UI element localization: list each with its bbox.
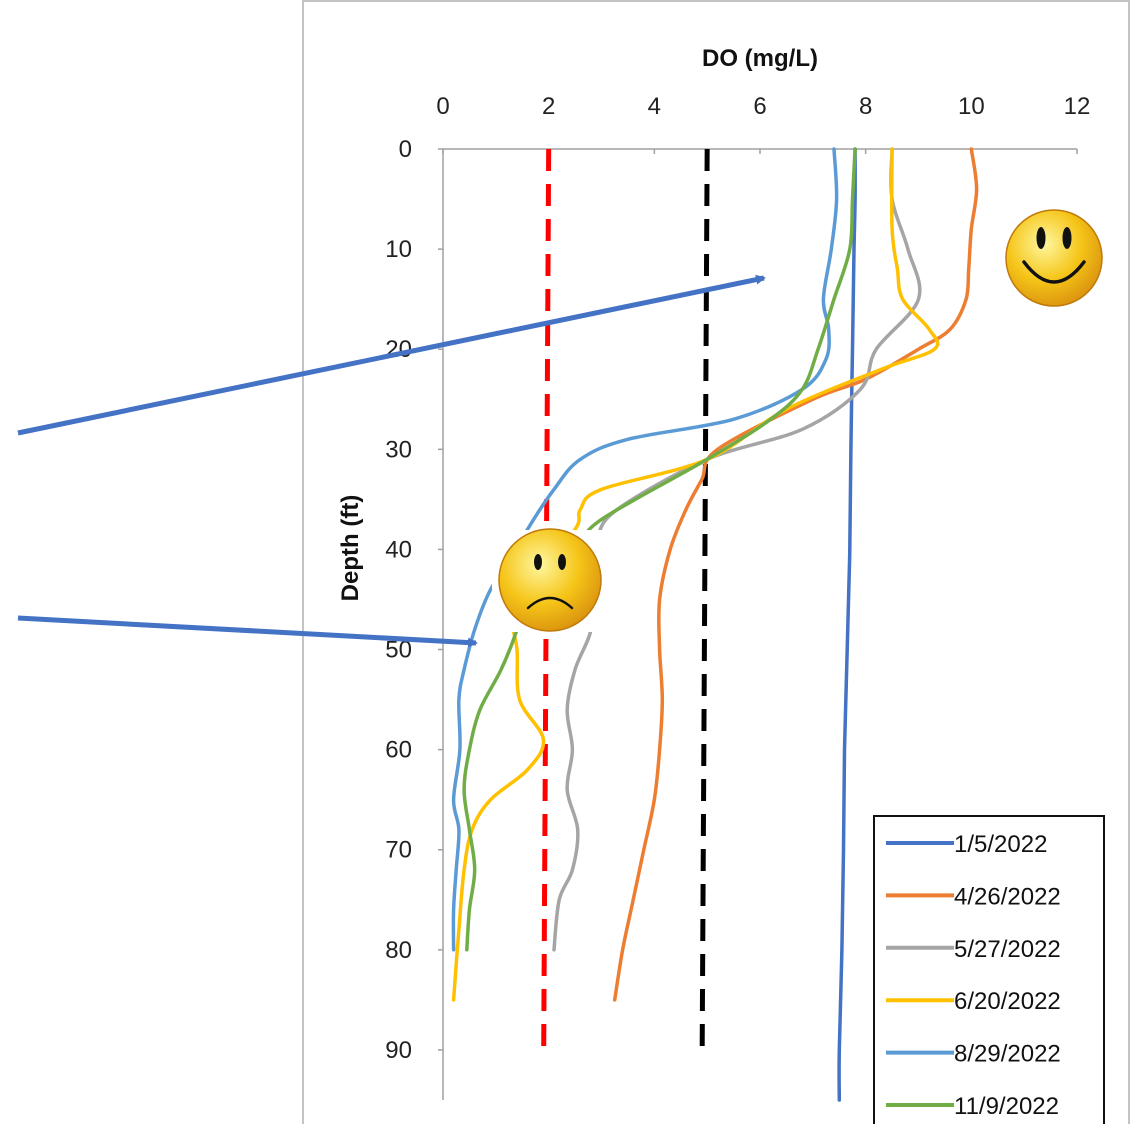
- x-tick-label: 12: [1064, 93, 1091, 120]
- x-tick-label: 8: [859, 93, 872, 120]
- x-tick-label: 0: [436, 93, 449, 120]
- legend-label: 11/9/2022: [954, 1093, 1059, 1120]
- y-tick-label: 10: [385, 236, 412, 263]
- x-ticks: 0 2 4 6 8 10 12: [436, 93, 1090, 154]
- y-tick-label: 30: [385, 436, 412, 463]
- series-lines: [451, 147, 979, 1102]
- series-line-4: [451, 147, 940, 1002]
- y-tick-label: 40: [385, 536, 412, 563]
- legend-label: 8/29/2022: [954, 1041, 1061, 1068]
- legend-label: 1/5/2022: [954, 831, 1047, 858]
- y-tick-label: 60: [385, 737, 412, 764]
- sad-face-icon: [492, 528, 606, 632]
- x-tick-label: 10: [958, 93, 985, 120]
- annotation-arrow-lower: [17, 615, 478, 648]
- legend: 1/5/2022 4/26/2022 5/27/2022 6/20/2022 8/29/…: [873, 815, 1105, 1124]
- legend-label: 4/26/2022: [954, 883, 1061, 910]
- annotation-arrow-upper: [17, 274, 766, 436]
- y-tick-label: 80: [385, 937, 412, 964]
- series-line-1: [837, 147, 857, 1102]
- x-tick-label: 4: [648, 93, 661, 120]
- x-axis-title: DO (mg/L): [702, 45, 818, 72]
- series-line-2: [612, 147, 979, 1002]
- y-tick-label: 90: [385, 1037, 412, 1064]
- y-axis-title: Depth (ft): [337, 495, 364, 602]
- legend-label: 6/20/2022: [954, 988, 1061, 1015]
- y-tick-label: 70: [385, 837, 412, 864]
- reference-lines: [541, 148, 710, 1055]
- x-tick-label: 2: [542, 93, 555, 120]
- reference-line-red: [541, 148, 552, 1055]
- legend-box: [873, 815, 1105, 1124]
- x-tick-label: 6: [753, 93, 766, 120]
- y-tick-label: 0: [399, 136, 412, 163]
- reference-line-black: [699, 148, 710, 1050]
- legend-label: 5/27/2022: [954, 936, 1061, 963]
- smiley-face-icon: [1005, 209, 1103, 307]
